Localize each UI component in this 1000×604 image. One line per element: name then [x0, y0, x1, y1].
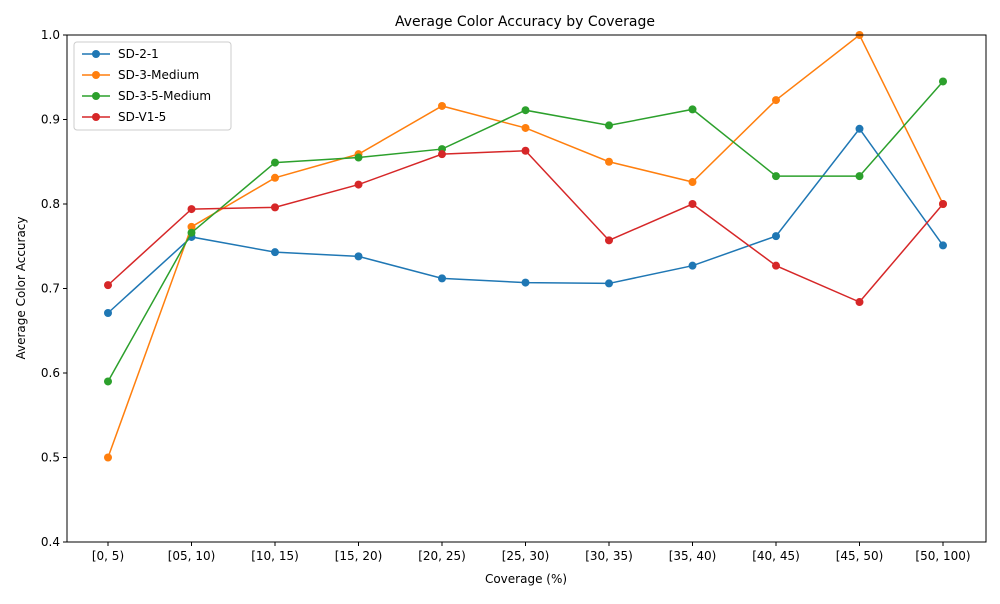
- data-point: [354, 153, 363, 162]
- data-point: [104, 453, 112, 462]
- x-axis-label: Coverage (%): [485, 572, 567, 586]
- data-point: [104, 281, 112, 290]
- y-tick-label: 0.5: [41, 451, 60, 465]
- x-tick-label: [45, 50): [836, 549, 884, 563]
- data-point: [772, 96, 780, 105]
- data-point: [605, 157, 613, 166]
- legend-item: SD-3-Medium: [82, 68, 199, 82]
- legend-item: SD-3-5-Medium: [82, 89, 211, 103]
- legend-item: SD-2-1: [82, 47, 159, 61]
- x-tick-label: [50, 100): [915, 549, 970, 563]
- data-point: [855, 172, 864, 181]
- data-point: [605, 236, 613, 245]
- x-tick-label: [10, 15): [251, 549, 299, 563]
- data-point: [605, 121, 613, 130]
- data-point: [605, 279, 613, 288]
- data-point: [521, 146, 530, 155]
- data-point: [104, 309, 112, 318]
- data-point: [688, 178, 697, 187]
- data-point: [438, 101, 446, 110]
- legend-label: SD-2-1: [118, 47, 159, 61]
- data-point: [939, 200, 947, 208]
- legend-label: SD-3-5-Medium: [118, 89, 211, 103]
- data-point: [187, 205, 196, 214]
- legend-marker: [92, 71, 100, 79]
- x-tick-label: [15, 20): [335, 549, 383, 563]
- x-tick-label: [0, 5): [92, 549, 124, 563]
- data-point: [438, 274, 446, 283]
- legend-marker: [92, 92, 100, 100]
- legend-item: SD-V1-5: [82, 110, 166, 124]
- data-point: [271, 158, 279, 167]
- data-point: [939, 77, 947, 86]
- plot-area: [104, 31, 947, 462]
- data-point: [187, 228, 196, 237]
- data-point: [354, 252, 363, 261]
- legend-label: SD-V1-5: [118, 110, 166, 124]
- data-point: [772, 232, 780, 241]
- legend: SD-2-1 SD-3-Medium SD-3-5-Medium SD-V1-5: [73, 41, 232, 131]
- y-tick-label: 0.6: [41, 366, 60, 380]
- x-tick-label: [20, 25): [418, 549, 466, 563]
- data-point: [855, 298, 864, 307]
- data-point: [688, 200, 697, 208]
- data-point: [772, 172, 780, 181]
- data-point: [104, 377, 112, 386]
- data-point: [438, 150, 446, 159]
- y-tick-label: 0.4: [41, 535, 60, 549]
- data-point: [688, 261, 697, 270]
- data-point: [688, 105, 697, 114]
- x-tick-label: [25, 30): [502, 549, 550, 563]
- y-tick-label: 0.9: [41, 113, 60, 127]
- data-point: [521, 106, 530, 115]
- y-tick-label: 0.7: [41, 282, 60, 296]
- legend-marker: [92, 50, 100, 58]
- y-axis-label: Average Color Accuracy: [14, 216, 28, 359]
- y-tick-label: 1.0: [41, 28, 60, 42]
- data-point: [521, 123, 530, 132]
- data-point: [271, 248, 279, 257]
- legend-marker: [92, 113, 100, 121]
- data-point: [271, 173, 279, 182]
- data-point: [521, 278, 530, 287]
- series-line-1: [107, 33, 944, 458]
- data-point: [855, 124, 864, 133]
- data-point: [271, 203, 279, 212]
- x-tick-label: [35, 40): [669, 549, 717, 563]
- data-point: [187, 222, 196, 231]
- data-point: [939, 241, 947, 250]
- data-point: [354, 180, 363, 189]
- legend-label: SD-3-Medium: [118, 68, 199, 82]
- chart-title: Average Color Accuracy by Coverage: [395, 14, 655, 30]
- legend-box: [73, 41, 232, 131]
- x-tick-label: [05, 10): [168, 549, 216, 563]
- data-point: [772, 261, 780, 270]
- x-tick-label: [30, 35): [585, 549, 633, 563]
- x-tick-label: [40, 45): [752, 549, 800, 563]
- y-tick-label: 0.8: [41, 197, 60, 211]
